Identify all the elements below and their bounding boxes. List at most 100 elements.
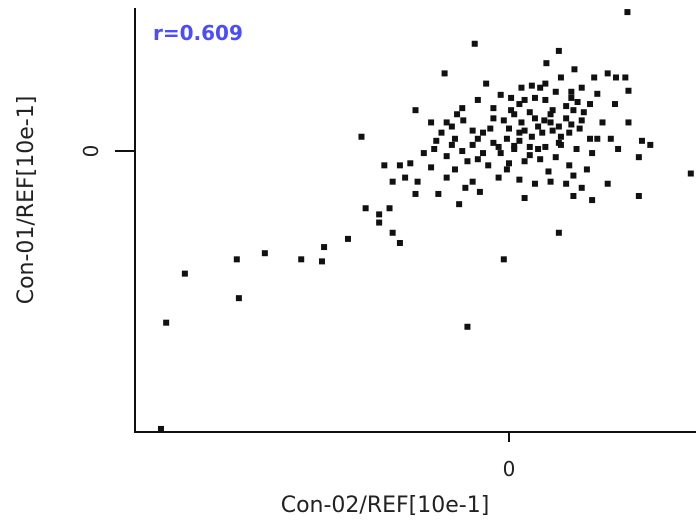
- data-point: [319, 258, 325, 265]
- data-point: [547, 178, 554, 185]
- data-point: [568, 88, 575, 95]
- data-point: [448, 141, 455, 148]
- data-point: [566, 162, 573, 169]
- data-point: [181, 270, 188, 277]
- data-point: [298, 256, 305, 263]
- data-point: [490, 115, 497, 122]
- data-point: [545, 168, 552, 175]
- data-point: [420, 150, 427, 157]
- data-point: [443, 174, 450, 181]
- data-point: [431, 145, 438, 152]
- data-point: [543, 60, 550, 67]
- data-point: [687, 170, 694, 177]
- data-point: [469, 141, 476, 148]
- data-point: [625, 87, 632, 94]
- data-point: [497, 91, 504, 98]
- data-point: [549, 127, 556, 134]
- data-point: [506, 160, 512, 167]
- data-point: [163, 319, 170, 326]
- data-point: [261, 250, 268, 257]
- data-point: [435, 190, 442, 197]
- data-point: [578, 117, 585, 124]
- data-point: [566, 129, 573, 136]
- data-point: [599, 119, 606, 126]
- data-point: [578, 84, 585, 91]
- data-point: [412, 190, 419, 197]
- data-point: [531, 94, 538, 101]
- data-point: [412, 107, 419, 114]
- data-point: [443, 153, 450, 160]
- data-point: [235, 295, 242, 302]
- data-point: [589, 197, 596, 204]
- data-point: [358, 133, 365, 140]
- data-point: [583, 166, 590, 173]
- correlation-annotation: r=0.609: [153, 21, 243, 45]
- data-point: [500, 117, 507, 124]
- data-point: [526, 109, 533, 116]
- data-point: [557, 74, 564, 81]
- data-point: [497, 150, 504, 157]
- data-point: [547, 111, 554, 118]
- data-point: [568, 94, 575, 101]
- data-point: [526, 152, 533, 159]
- data-point: [635, 154, 642, 161]
- data-point: [386, 205, 393, 212]
- data-point: [604, 180, 611, 187]
- data-point: [321, 244, 328, 251]
- data-point: [460, 117, 467, 124]
- data-point: [537, 84, 544, 91]
- data-point: [511, 145, 518, 152]
- data-point: [506, 125, 512, 132]
- data-point: [542, 96, 549, 103]
- data-point: [570, 107, 577, 114]
- data-point: [511, 111, 518, 118]
- data-point: [451, 135, 458, 142]
- data-point: [456, 201, 463, 208]
- data-point: [516, 176, 523, 183]
- data-point: [508, 94, 515, 101]
- data-point: [552, 154, 559, 161]
- data-point: [589, 150, 596, 157]
- data-point: [613, 74, 620, 81]
- data-point: [441, 70, 448, 77]
- data-point: [495, 143, 502, 150]
- data-point: [344, 235, 351, 242]
- data-point: [516, 129, 523, 136]
- x-axis-label: Con-02/REF[10e-1]: [281, 493, 490, 518]
- data-point: [611, 101, 618, 108]
- data-point: [638, 137, 645, 144]
- data-point: [464, 323, 471, 330]
- data-point: [474, 135, 481, 142]
- data-point: [362, 205, 369, 212]
- data-point: [381, 162, 388, 169]
- data-point: [495, 174, 502, 181]
- data-point: [487, 125, 494, 132]
- data-point: [570, 192, 577, 199]
- y-axis-label: Con-01/REF[10e-1]: [14, 96, 39, 305]
- data-point: [587, 135, 594, 142]
- data-point: [555, 229, 562, 236]
- data-point: [647, 141, 654, 148]
- data-point: [571, 66, 578, 73]
- data-point: [521, 127, 528, 134]
- data-point: [516, 101, 523, 108]
- data-point: [531, 180, 538, 187]
- data-point: [528, 133, 535, 140]
- data-point: [428, 119, 435, 126]
- data-point: [563, 115, 570, 122]
- data-point: [474, 96, 481, 103]
- data-point: [607, 135, 614, 142]
- data-point: [625, 119, 632, 126]
- axes: 00: [79, 8, 696, 481]
- data-point: [576, 125, 583, 132]
- data-point: [376, 219, 383, 226]
- data-point: [578, 184, 585, 191]
- data-point: [503, 166, 510, 173]
- data-point: [555, 139, 562, 146]
- data-point: [500, 256, 507, 263]
- data-point: [539, 129, 546, 136]
- data-point: [407, 160, 414, 167]
- data-point: [233, 256, 240, 263]
- data-point: [454, 111, 461, 118]
